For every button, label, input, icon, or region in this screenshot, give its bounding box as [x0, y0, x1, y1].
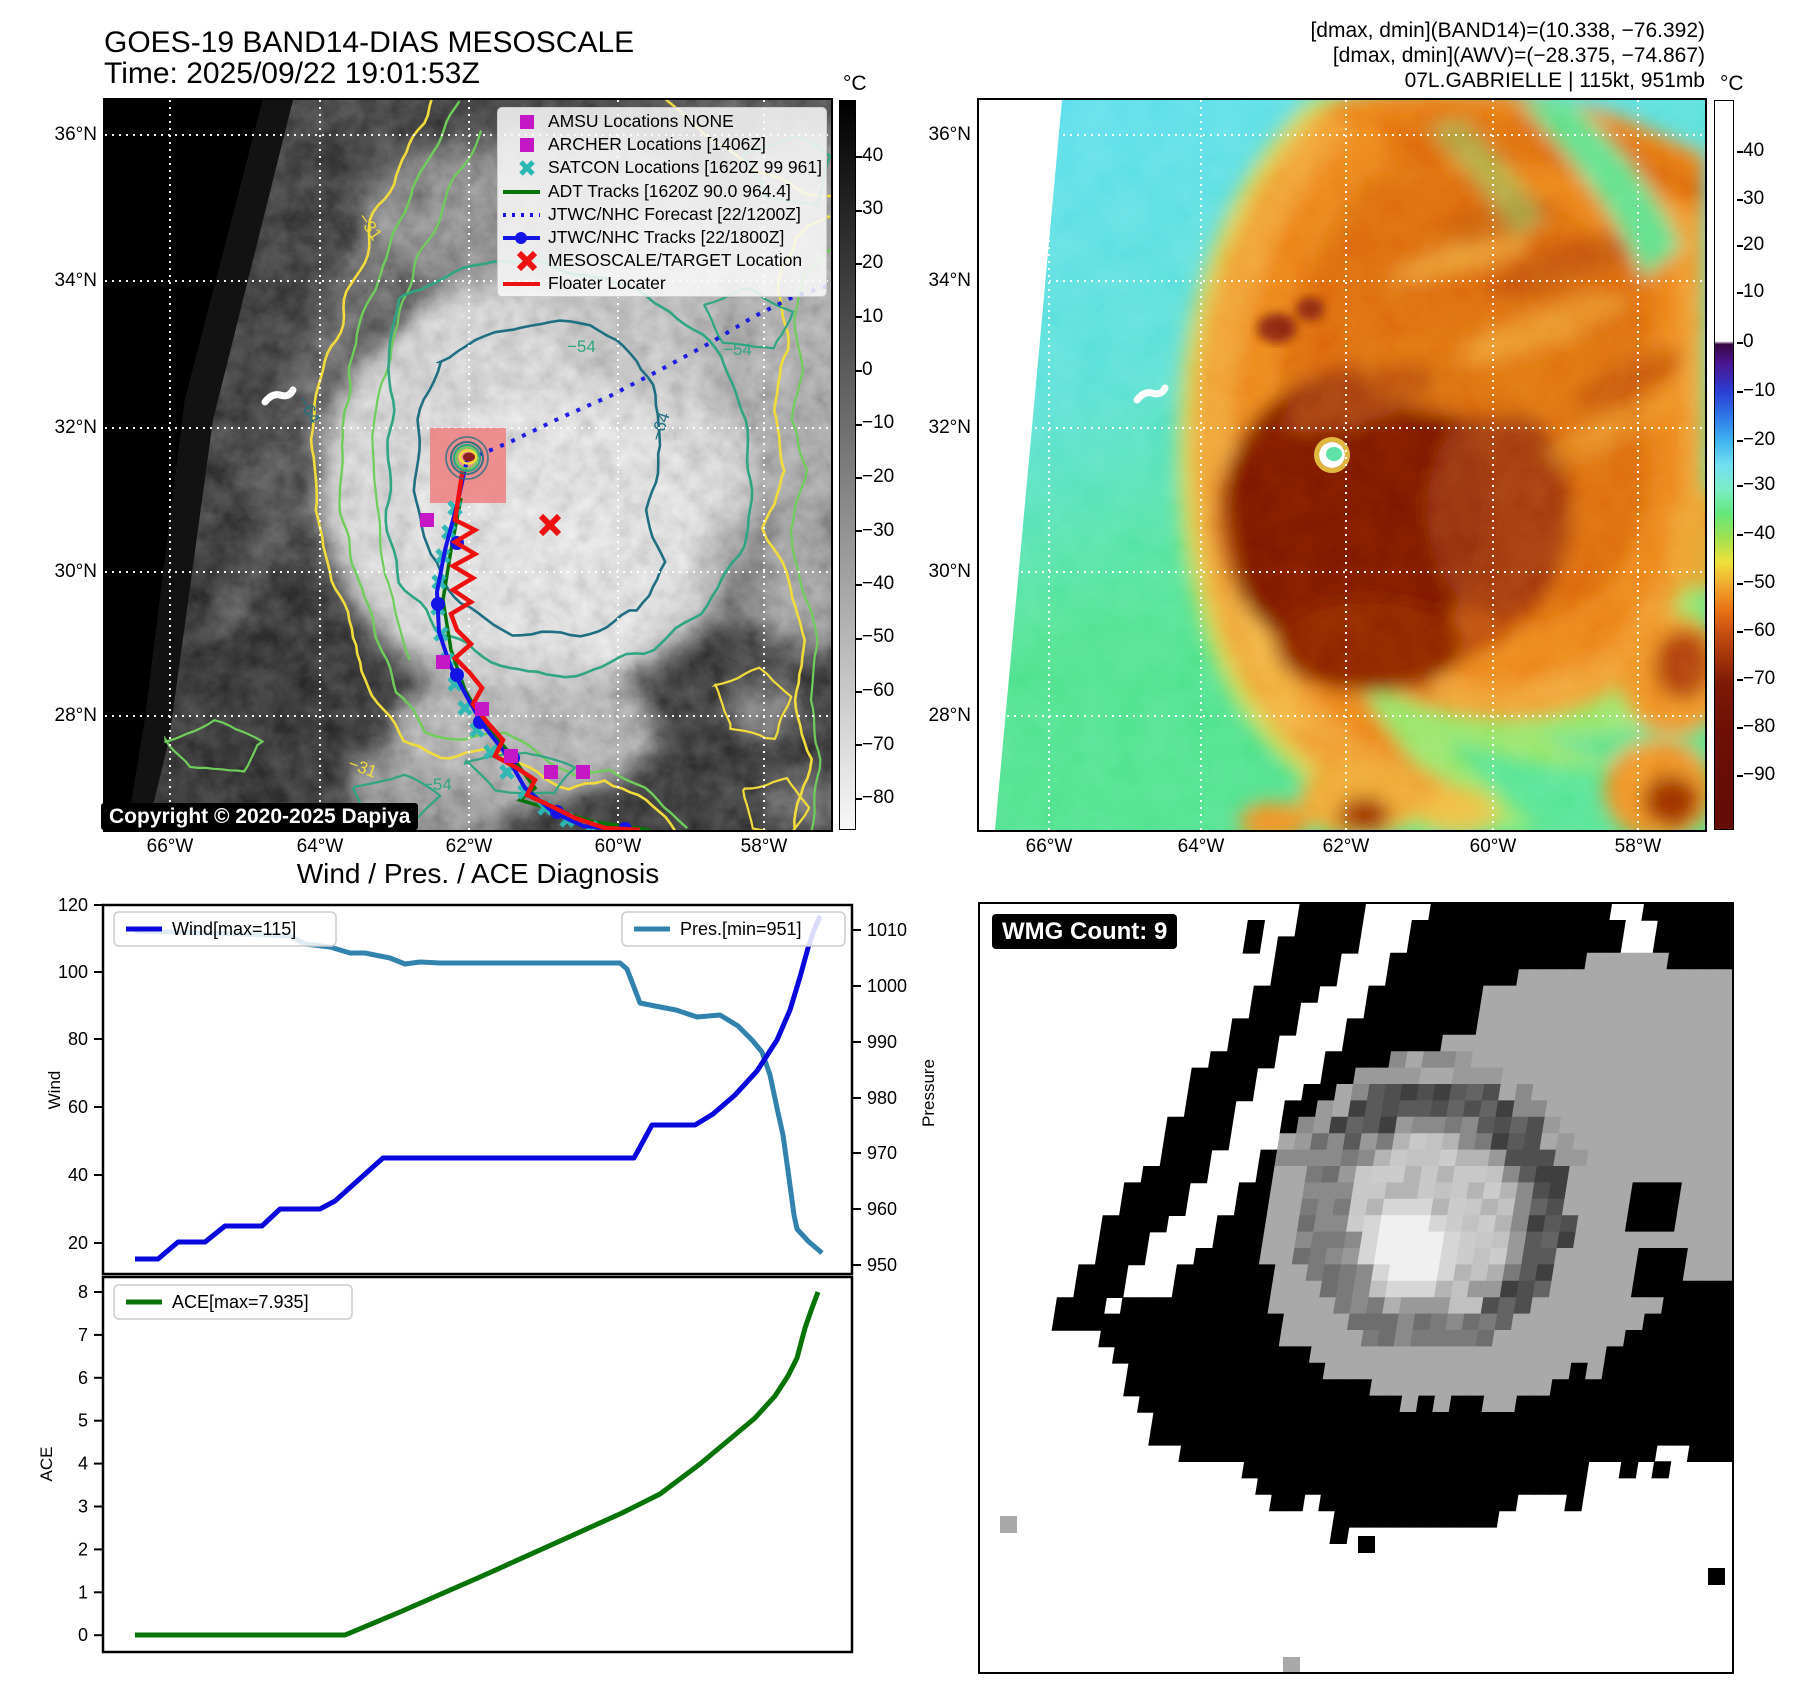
- svg-text:120: 120: [58, 895, 88, 915]
- svg-text:1000: 1000: [867, 976, 907, 996]
- svg-text:8: 8: [78, 1282, 88, 1302]
- svg-text:100: 100: [58, 962, 88, 982]
- svg-text:−54: −54: [567, 337, 596, 356]
- svg-text:2: 2: [78, 1539, 88, 1559]
- svg-text:80: 80: [68, 1029, 88, 1049]
- svg-text:60: 60: [68, 1097, 88, 1117]
- svg-text:ACE[max=7.935]: ACE[max=7.935]: [172, 1292, 309, 1312]
- svg-text:4: 4: [78, 1454, 88, 1474]
- svg-text:980: 980: [867, 1088, 897, 1108]
- svg-text:1010: 1010: [867, 920, 907, 940]
- svg-text:6: 6: [78, 1368, 88, 1388]
- svg-text:7: 7: [78, 1325, 88, 1345]
- svg-text:0: 0: [78, 1625, 88, 1645]
- svg-text:970: 970: [867, 1143, 897, 1163]
- svg-text:40: 40: [68, 1165, 88, 1185]
- svg-text:−54: −54: [723, 340, 752, 359]
- svg-text:960: 960: [867, 1199, 897, 1219]
- svg-text:ACE: ACE: [40, 1447, 56, 1482]
- svg-text:950: 950: [867, 1255, 897, 1275]
- svg-text:Wind[max=115]: Wind[max=115]: [172, 919, 296, 939]
- svg-text:20: 20: [68, 1233, 88, 1253]
- svg-text:−54: −54: [423, 775, 452, 794]
- svg-text:Wind: Wind: [45, 1071, 64, 1110]
- svg-text:1: 1: [78, 1582, 88, 1602]
- svg-text:990: 990: [867, 1032, 897, 1052]
- svg-text:3: 3: [78, 1497, 88, 1517]
- svg-text:Pres.[min=951]: Pres.[min=951]: [680, 919, 802, 939]
- svg-text:5: 5: [78, 1411, 88, 1431]
- svg-text:Pressure: Pressure: [919, 1059, 938, 1127]
